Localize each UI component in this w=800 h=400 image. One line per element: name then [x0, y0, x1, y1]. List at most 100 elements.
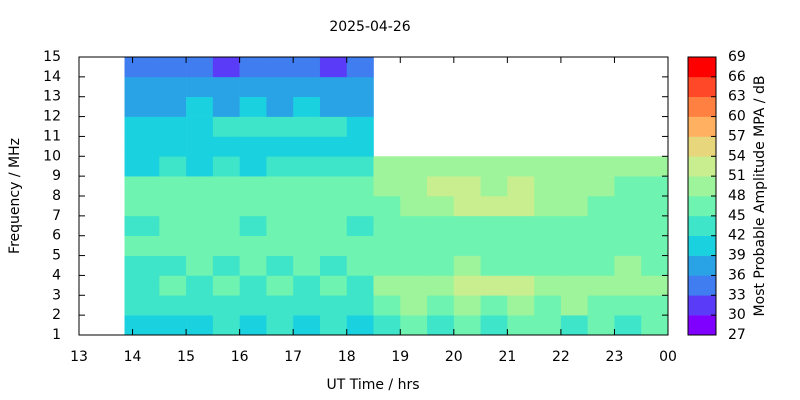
- heatmap-cell: [400, 295, 428, 316]
- heatmap-cell: [641, 315, 669, 336]
- heatmap-cell: [614, 215, 642, 237]
- heatmap-cell: [239, 295, 267, 316]
- y-axis-label: Frequency / MHz: [7, 138, 23, 254]
- y-tick-label: 13: [43, 89, 61, 105]
- heatmap-cell: [346, 275, 374, 296]
- heatmap-cell: [239, 255, 267, 276]
- heatmap-cell: [560, 215, 588, 237]
- heatmap-cell: [124, 255, 160, 276]
- heatmap-cell: [480, 235, 508, 256]
- heatmap-cell: [480, 196, 508, 217]
- heatmap-cell: [427, 196, 455, 217]
- x-tick-label: 00: [659, 349, 677, 365]
- heatmap-cell: [186, 275, 214, 296]
- heatmap-cell: [641, 196, 669, 217]
- heatmap-cell: [239, 136, 267, 157]
- heatmap-cell: [641, 275, 669, 296]
- heatmap-cell: [507, 255, 535, 276]
- heatmap-cell: [212, 57, 240, 78]
- heatmap-cell: [560, 255, 588, 276]
- heatmap-cell: [587, 275, 615, 296]
- heatmap-cell: [373, 315, 401, 336]
- heatmap-cell: [587, 315, 615, 336]
- x-tick-label: 21: [498, 349, 516, 365]
- heatmap-cell: [293, 215, 321, 237]
- heatmap-cell: [319, 196, 348, 217]
- colorbar-tick-label: 60: [728, 109, 746, 125]
- heatmap-cell: [159, 76, 187, 98]
- heatmap-cell: [293, 275, 321, 296]
- heatmap-cell: [186, 315, 214, 336]
- heatmap-cell: [400, 235, 428, 256]
- heatmap-cell: [373, 295, 401, 316]
- heatmap-cell: [266, 116, 294, 137]
- colorbar-band: [688, 215, 716, 237]
- heatmap-cell: [212, 196, 240, 217]
- heatmap-cell: [453, 196, 481, 217]
- heatmap-cell: [400, 176, 428, 197]
- y-tick-label: 2: [52, 307, 61, 323]
- heatmap-cell: [480, 255, 508, 276]
- colorbar-tick-label: 42: [728, 228, 746, 244]
- heatmap-cell: [319, 116, 348, 137]
- heatmap-cell: [266, 295, 294, 316]
- heatmap-cell: [507, 295, 535, 316]
- heatmap-cell: [319, 315, 348, 336]
- heatmap-cell: [534, 196, 562, 217]
- heatmap-cell: [124, 295, 160, 316]
- heatmap-cell: [124, 136, 160, 157]
- colorbar-band: [688, 76, 716, 98]
- colorbar-band: [688, 96, 716, 117]
- heatmap-cell: [534, 176, 562, 197]
- heatmap-cell: [212, 176, 240, 197]
- colorbar-label: Most Probable Amplitude MPA / dB: [752, 76, 768, 317]
- heatmap-cell: [239, 176, 267, 197]
- heatmap-cell: [266, 215, 294, 237]
- heatmap-cell: [186, 116, 214, 137]
- colorbar-band: [688, 57, 716, 78]
- heatmap-cell: [186, 136, 214, 157]
- heatmap-cell: [346, 215, 374, 237]
- heatmap-cell: [400, 255, 428, 276]
- y-tick-label: 1: [52, 327, 61, 343]
- heatmap-cell: [266, 76, 294, 98]
- heatmap-cell: [239, 275, 267, 296]
- heatmap-cell: [239, 96, 267, 117]
- heatmap-cell: [480, 275, 508, 296]
- heatmap-cell: [400, 215, 428, 237]
- heatmap-cell: [266, 235, 294, 256]
- heatmap-cell: [453, 156, 481, 177]
- heatmap-cell: [319, 96, 348, 117]
- heatmap-cell: [587, 156, 615, 177]
- x-tick-label: 13: [70, 349, 88, 365]
- heatmap-cell: [614, 196, 642, 217]
- heatmap-cell: [239, 116, 267, 137]
- heatmap-cell: [124, 96, 160, 117]
- heatmap-cell: [266, 275, 294, 296]
- heatmap-cell: [534, 275, 562, 296]
- y-tick-label: 8: [52, 188, 61, 204]
- heatmap-cell: [266, 255, 294, 276]
- heatmap-cell: [346, 96, 374, 117]
- heatmap-cell: [453, 235, 481, 256]
- colorbar-tick-label: 45: [728, 208, 746, 224]
- heatmap-cell: [159, 57, 187, 78]
- heatmap-cell: [266, 156, 294, 177]
- heatmap-cell: [614, 255, 642, 276]
- heatmap-cell: [212, 295, 240, 316]
- heatmap-cell: [507, 215, 535, 237]
- x-tick-label: 22: [552, 349, 570, 365]
- heatmap-cell: [560, 176, 588, 197]
- heatmap-cell: [319, 76, 348, 98]
- heatmap-cell: [534, 235, 562, 256]
- heatmap-cell: [124, 156, 160, 177]
- heatmap-cell: [124, 57, 160, 78]
- heatmap-cell: [453, 215, 481, 237]
- heatmap-cell: [319, 156, 348, 177]
- y-tick-label: 14: [43, 69, 61, 85]
- heatmap-cell: [400, 156, 428, 177]
- heatmap-cell: [124, 76, 160, 98]
- y-tick-label: 11: [43, 128, 61, 144]
- heatmap-cell: [186, 215, 214, 237]
